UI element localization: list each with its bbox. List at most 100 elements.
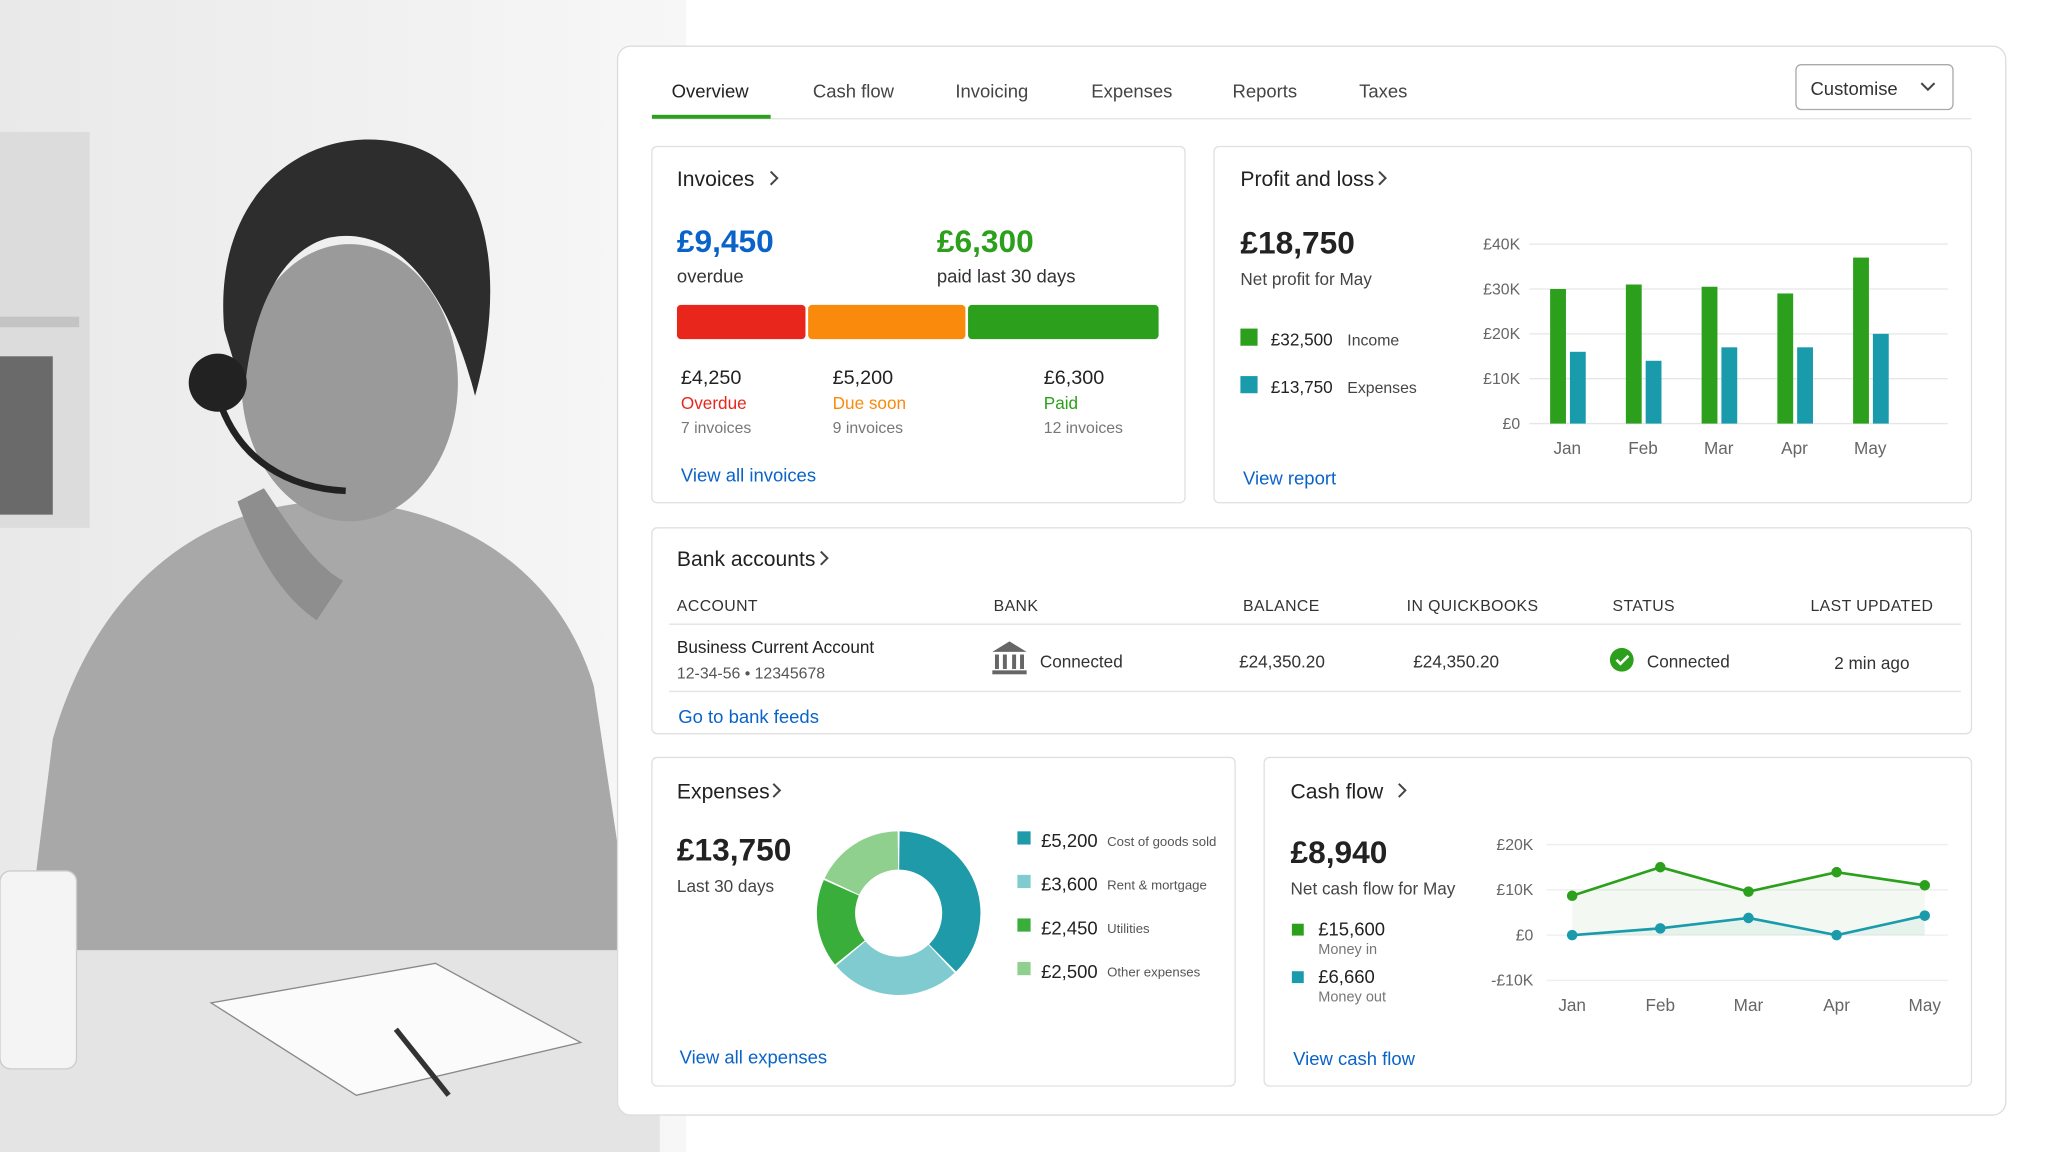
bar [1777, 293, 1794, 424]
point [1831, 866, 1842, 878]
tab[interactable]: Reports [1232, 81, 1297, 102]
legend-amount: £5,200 [1041, 830, 1098, 851]
x-tick-label: Jan [1558, 995, 1586, 1015]
point [1743, 886, 1754, 897]
legend-label: Expenses [1347, 380, 1417, 397]
donut-segment [816, 880, 865, 965]
legend-label: Utilities [1107, 921, 1150, 936]
bank-status: Connected [1040, 652, 1123, 672]
customise-button[interactable] [1795, 64, 1954, 111]
column-header: STATUS [1613, 598, 1675, 615]
card-title[interactable]: Expenses [677, 780, 770, 803]
card-title[interactable]: Bank accounts [677, 548, 815, 571]
tab[interactable]: Invoicing [955, 81, 1028, 102]
legend-amount: £15,600 [1318, 919, 1385, 940]
account-name: Business Current Account [677, 637, 874, 657]
overdue-amount: £9,450 [677, 223, 774, 259]
in-quickbooks: £24,350.20 [1413, 652, 1499, 672]
customise-label[interactable]: Customise [1810, 78, 1897, 99]
x-tick-label: Feb [1628, 438, 1658, 458]
legend-amount: £2,500 [1041, 961, 1098, 982]
y-tick-label: £40K [1483, 236, 1520, 253]
donut-segment [824, 831, 899, 895]
bar [1721, 347, 1738, 424]
x-tick-label: May [1854, 438, 1887, 458]
link[interactable]: View cash flow [1293, 1048, 1415, 1069]
point [1743, 912, 1754, 924]
y-tick-label: £10K [1496, 882, 1533, 899]
invoice-amount: £6,300 [1044, 367, 1105, 389]
y-tick-label: -£10K [1491, 973, 1534, 990]
y-tick-label: £20K [1483, 326, 1520, 343]
tab[interactable]: Expenses [1091, 81, 1172, 102]
legend-label: Other expenses [1107, 964, 1201, 979]
bar [1797, 347, 1813, 424]
last-updated: 2 min ago [1834, 653, 1909, 673]
legend-swatch [1017, 918, 1031, 932]
active-tab-indicator [651, 114, 771, 119]
card-title[interactable]: Invoices [677, 168, 754, 191]
chevrons [769, 170, 1407, 798]
cash-flow-card [1263, 756, 1973, 1087]
bar [1701, 286, 1718, 424]
legend-swatch [1291, 971, 1304, 984]
x-tick-label: Apr [1781, 438, 1808, 458]
legend-label: Income [1347, 333, 1399, 350]
tab[interactable]: Cash flow [813, 81, 895, 102]
column-header: BALANCE [1243, 598, 1320, 615]
tab[interactable]: Taxes [1359, 81, 1407, 102]
bar [1645, 360, 1662, 424]
y-tick-label: £0 [1503, 416, 1521, 433]
y-tick-label: £20K [1496, 837, 1533, 854]
legend-label: Cost of goods sold [1107, 834, 1216, 849]
link[interactable]: View report [1243, 467, 1336, 488]
link[interactable]: View all invoices [681, 465, 816, 486]
invoice-bar-segment [676, 304, 806, 340]
paid-label: paid last 30 days [937, 265, 1076, 286]
donut-segment [836, 941, 955, 995]
legend-swatch [1017, 831, 1031, 845]
link[interactable]: Go to bank feeds [678, 706, 819, 727]
balance: £24,350.20 [1239, 652, 1325, 672]
bar [1625, 284, 1642, 424]
tab[interactable]: Overview [672, 81, 750, 102]
card-title[interactable]: Profit and loss [1240, 168, 1374, 191]
bar [1550, 288, 1566, 424]
invoice-status: Paid [1044, 393, 1078, 413]
card-title[interactable]: Cash flow [1291, 780, 1384, 803]
bar [1853, 257, 1869, 424]
invoice-bar-segment [808, 304, 966, 340]
point [1919, 880, 1931, 891]
x-tick-label: Feb [1646, 995, 1676, 1015]
x-tick-label: May [1909, 995, 1942, 1015]
x-tick-label: Jan [1553, 438, 1581, 458]
invoice-status: Due soon [833, 393, 906, 413]
point [1655, 923, 1666, 934]
legend-amount: £6,660 [1318, 966, 1375, 987]
legend-label: Money out [1318, 990, 1386, 1006]
legend-label: Rent & mortgage [1107, 877, 1207, 892]
account-number: 12-34-56 • 12345678 [677, 665, 825, 682]
point [1566, 929, 1578, 941]
link[interactable]: View all expenses [680, 1047, 828, 1068]
legend-swatch [1017, 961, 1031, 976]
amount: £18,750 [1240, 224, 1354, 260]
legend-swatch [1291, 923, 1304, 936]
dashboard [616, 45, 2007, 1116]
legend-swatch [1017, 874, 1031, 889]
invoice-bar-segment [968, 304, 1159, 340]
invoice-amount: £4,250 [681, 367, 742, 389]
area [1572, 867, 1925, 936]
x-tick-label: Mar [1704, 438, 1734, 458]
bar [1569, 351, 1586, 424]
legend-swatch [1240, 376, 1258, 394]
invoice-count: 9 invoices [833, 420, 903, 437]
subtitle: Last 30 days [677, 876, 774, 896]
column-header: BANK [994, 598, 1039, 615]
status-icon [1609, 647, 1634, 672]
x-tick-label: Mar [1734, 995, 1764, 1015]
invoice-amount: £5,200 [833, 367, 894, 389]
invoice-count: 12 invoices [1044, 420, 1123, 437]
